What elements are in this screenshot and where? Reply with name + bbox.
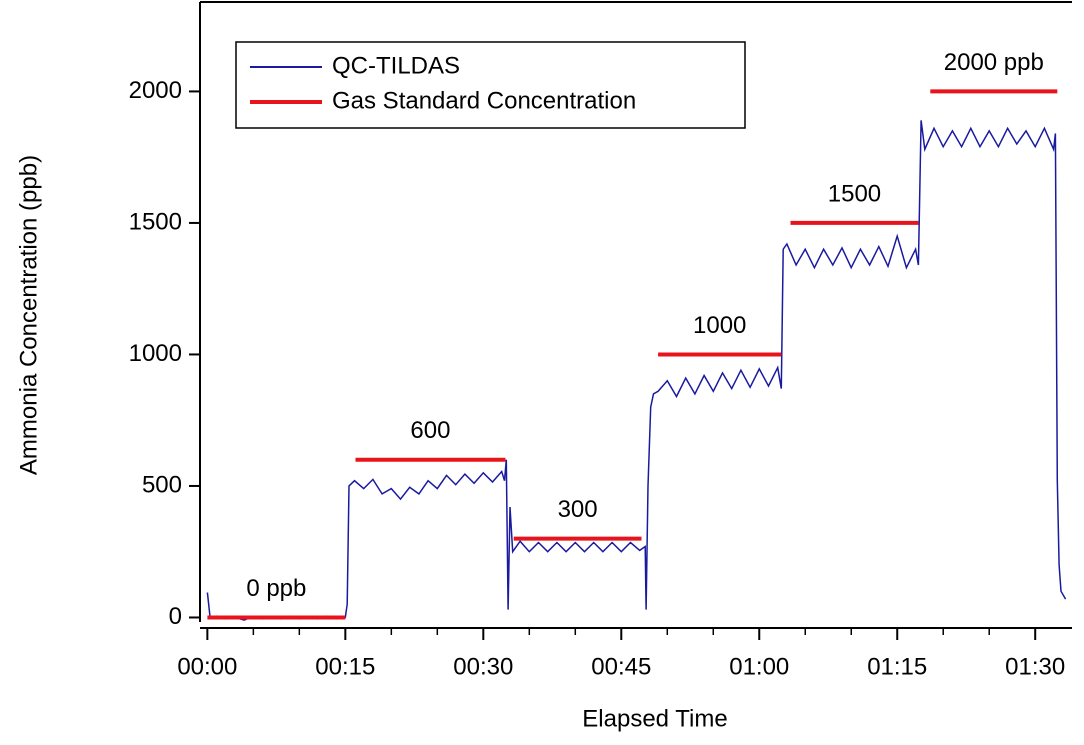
x-tick-label: 00:45: [591, 653, 651, 680]
annotation: 1500: [828, 180, 881, 207]
y-tick-label: 1500: [129, 208, 182, 235]
x-tick-label: 01:30: [1005, 653, 1065, 680]
y-tick-label: 1000: [129, 340, 182, 367]
y-tick-label: 500: [142, 471, 182, 498]
y-tick-label: 2000: [129, 77, 182, 104]
series-line: [206, 120, 1067, 621]
x-tick-label: 01:15: [867, 653, 927, 680]
legend-label: QC-TILDAS: [332, 52, 460, 79]
x-axis-label: Elapsed Time: [582, 705, 727, 732]
y-axis-label: Ammonia Concentration (ppb): [15, 155, 42, 475]
annotation: 300: [558, 496, 598, 523]
x-tick-label: 00:30: [453, 653, 513, 680]
x-tick-label: 00:15: [315, 653, 375, 680]
annotation: 600: [410, 417, 450, 444]
x-tick-label: 00:00: [177, 653, 237, 680]
y-tick-label: 0: [169, 603, 182, 630]
legend: [235, 41, 746, 129]
x-tick-label: 01:00: [729, 653, 789, 680]
annotation: 2000 ppb: [944, 49, 1044, 76]
legend-label: Gas Standard Concentration: [332, 87, 636, 114]
plot-area: [206, 89, 1067, 621]
annotation: 1000: [693, 312, 746, 339]
annotation: 0 ppb: [246, 575, 306, 602]
